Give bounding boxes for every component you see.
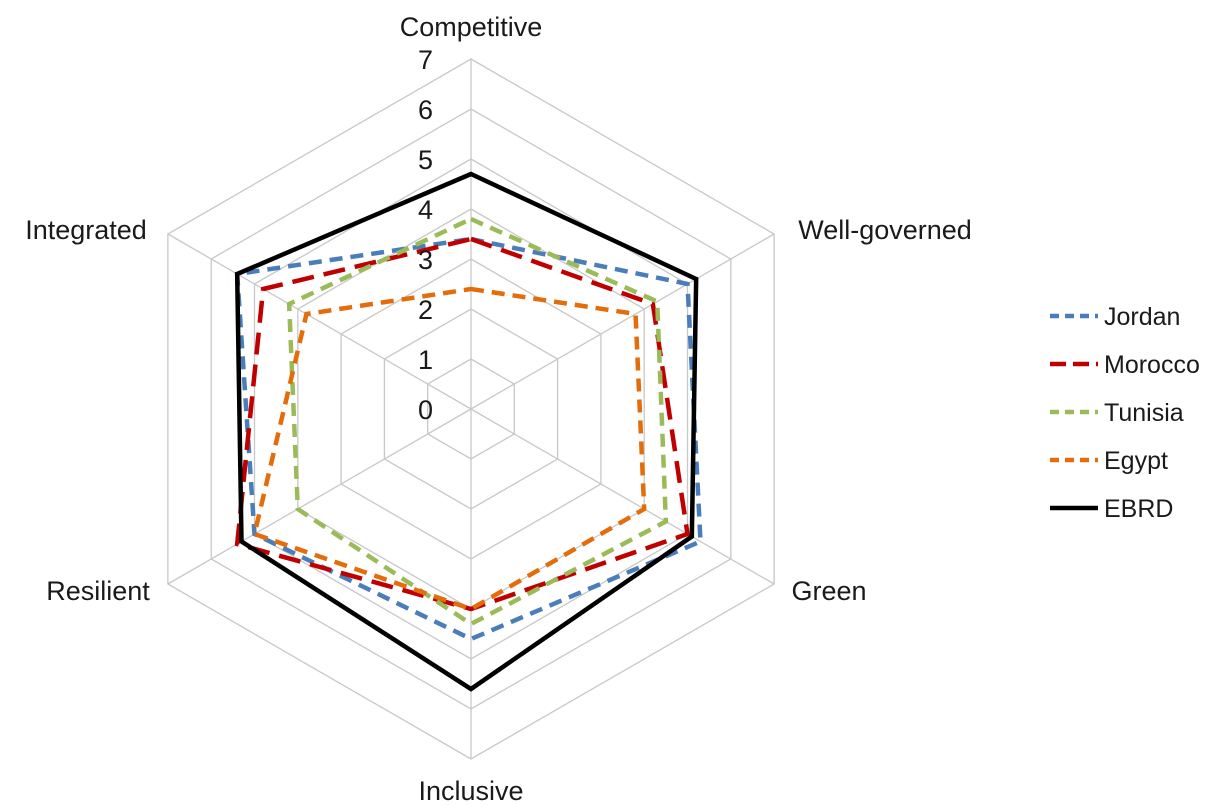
- tick-label: 1: [418, 345, 433, 375]
- tick-label: 5: [418, 145, 433, 175]
- tick-label: 6: [418, 95, 433, 125]
- legend-label: Tunisia: [1104, 399, 1184, 427]
- series-line: [251, 286, 647, 612]
- axis-label: Well-governed: [798, 215, 972, 245]
- legend-label: EBRD: [1104, 495, 1173, 523]
- legend-label: Morocco: [1104, 351, 1200, 379]
- radial-tick-labels: 0 1 2 3 4 5 6 7: [418, 45, 433, 425]
- grid-spoke: [167, 408, 472, 585]
- grid-spoke: [167, 233, 472, 410]
- axis-label: Competitive: [400, 12, 543, 42]
- tick-label: 4: [418, 195, 433, 225]
- tick-label: 2: [418, 295, 433, 325]
- axis-label: Inclusive: [418, 776, 523, 806]
- tick-label: 0: [418, 395, 433, 425]
- axis-label: Integrated: [25, 215, 147, 245]
- axis-label: Green: [791, 576, 866, 606]
- radar-series: [234, 171, 703, 692]
- series-line: [286, 216, 669, 627]
- legend-label: Jordan: [1104, 303, 1180, 331]
- legend-label: Egypt: [1104, 447, 1168, 475]
- axis-label: Resilient: [46, 576, 150, 606]
- series-line: [234, 171, 699, 692]
- tick-label: 3: [418, 245, 433, 275]
- grid-spoke: [470, 233, 775, 410]
- series-line: [234, 236, 691, 612]
- axis-labels: Competitive Well-governed Green Inclusive Re…: [25, 12, 972, 806]
- tick-label: 7: [418, 45, 433, 75]
- grid-spoke: [470, 408, 775, 585]
- radar-grid: [167, 58, 775, 760]
- legend: Jordan Morocco Tunisia Egypt EBRD: [1050, 303, 1200, 523]
